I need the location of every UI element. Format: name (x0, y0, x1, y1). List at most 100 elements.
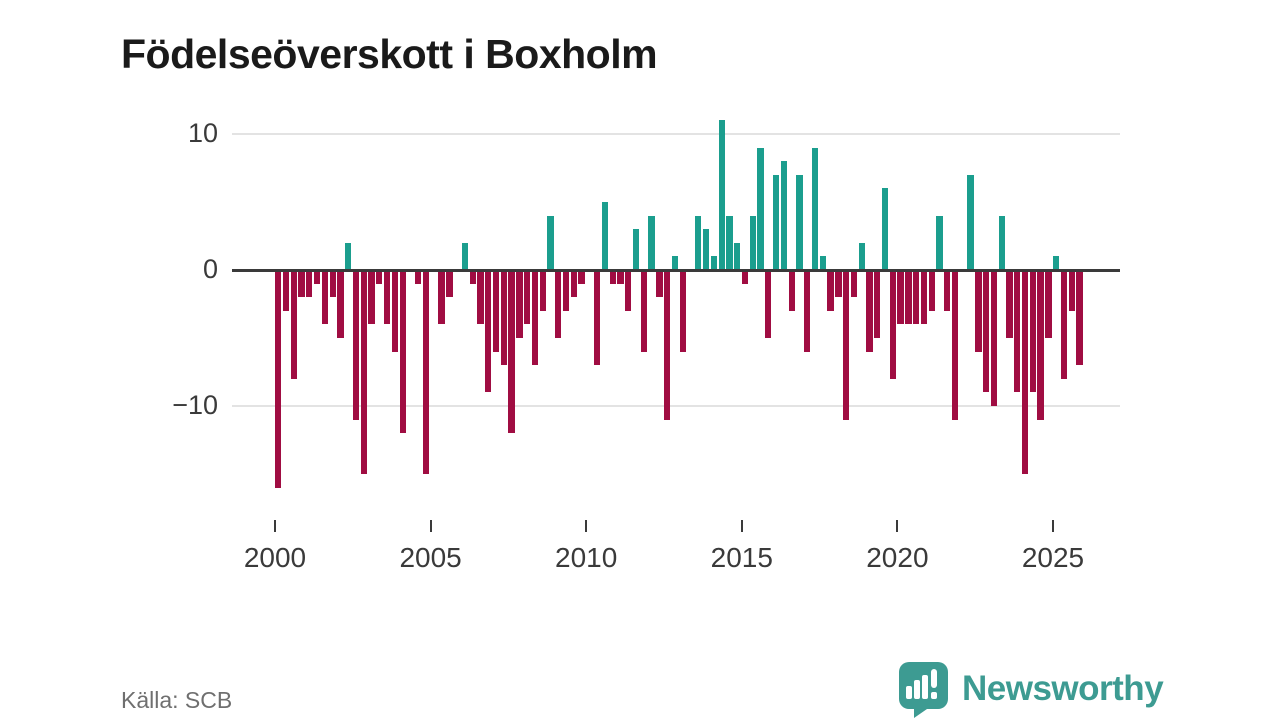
bar-2004-q1 (399, 270, 406, 434)
bar-2015-q2 (749, 215, 756, 270)
bar-2024-q4 (1045, 270, 1052, 338)
bar-2017-q4 (827, 270, 834, 311)
x-axis-zero-line (232, 269, 1120, 272)
bar-2003-q3 (383, 270, 391, 325)
bar-2011-q2 (625, 270, 632, 311)
x-axis-tick-2010 (585, 520, 588, 532)
bar-2023-q4 (1014, 270, 1021, 393)
bar-2014-q3 (726, 215, 733, 270)
y-axis-label-10: 10 (187, 118, 218, 148)
y-axis-label-0: 0 (202, 254, 218, 284)
bar-2015-q4 (765, 270, 772, 338)
bar-2009-q1 (555, 270, 562, 338)
bar-2020-q4 (920, 270, 928, 325)
bar-2000-q3 (290, 270, 297, 379)
bar-2016-q4 (796, 174, 803, 270)
bar-2012-q4 (671, 256, 679, 270)
bar-2020-q2 (905, 270, 912, 325)
bar-2017-q3 (819, 256, 826, 270)
bar-2004-q3 (415, 270, 422, 284)
bar-2011-q4 (640, 270, 648, 352)
bar-2016-q1 (772, 174, 780, 270)
bar-2025-q4 (1076, 270, 1083, 366)
bar-2021-q1 (928, 270, 935, 311)
bar-2002-q2 (345, 242, 352, 270)
bar-2009-q4 (578, 270, 585, 284)
bar-2013-q3 (695, 215, 702, 270)
bar-2009-q3 (570, 270, 577, 298)
bar-2001-q4 (329, 270, 336, 298)
bar-2007-q2 (500, 270, 507, 366)
y-axis-label--10: −10 (172, 390, 218, 420)
bar-2000-q2 (282, 270, 290, 311)
x-axis-tick-2000 (274, 520, 276, 532)
x-axis-label-2025: 2025 (1021, 542, 1085, 573)
bar-2005-q3 (446, 270, 453, 298)
bar-2014-q2 (718, 120, 725, 270)
bar-2008-q3 (539, 270, 546, 311)
bar-2014-q4 (734, 242, 741, 270)
bar-2022-q2 (967, 174, 974, 270)
bar-2021-q2 (936, 215, 943, 270)
bar-2008-q1 (524, 270, 531, 325)
bar-2013-q1 (679, 270, 686, 352)
bar-2008-q4 (547, 215, 554, 270)
bar-2010-q2 (594, 270, 601, 366)
bar-2006-q2 (469, 270, 476, 284)
bar-2019-q3 (881, 188, 889, 270)
x-axis-label-2005: 2005 (399, 542, 462, 573)
bar-2018-q2 (842, 270, 850, 420)
x-axis-label-2010: 2010 (555, 542, 618, 573)
bar-2014-q1 (710, 256, 718, 270)
bar-2003-q4 (391, 270, 399, 352)
bar-2018-q3 (850, 270, 858, 298)
bar-2018-q4 (858, 242, 865, 270)
bar-2002-q4 (360, 270, 367, 474)
bar-2019-q1 (866, 270, 873, 352)
bar-2013-q4 (702, 229, 710, 270)
bar-2024-q3 (1037, 270, 1044, 420)
bar-2023-q2 (998, 215, 1005, 270)
bar-2020-q3 (913, 270, 920, 325)
bar-2023-q3 (1006, 270, 1013, 338)
bar-2021-q4 (951, 270, 959, 420)
bar-2021-q3 (944, 270, 951, 311)
bar-2011-q1 (617, 270, 624, 284)
bar-2007-q3 (508, 270, 515, 434)
x-axis-tick-2005 (429, 520, 432, 532)
bar-2019-q4 (889, 270, 896, 379)
bar-2017-q1 (804, 270, 811, 352)
bar-2024-q1 (1021, 270, 1029, 474)
bar-2007-q1 (492, 270, 500, 352)
bar-2006-q1 (461, 242, 469, 270)
bar-2012-q3 (664, 270, 671, 420)
bar-2022-q4 (983, 270, 990, 393)
chart-title: Födelseöverskott i Boxholm (121, 31, 658, 78)
bar-2008-q2 (531, 270, 539, 366)
bar-2023-q1 (990, 270, 998, 406)
bar-2002-q3 (352, 270, 360, 420)
gridline-y-10 (232, 133, 1120, 135)
bar-2020-q1 (897, 270, 904, 325)
brand-footer: Newsworthy (898, 661, 1164, 718)
bar-2025-q2 (1060, 270, 1068, 379)
bar-2015-q1 (741, 270, 749, 284)
bar-2025-q1 (1053, 256, 1060, 270)
bar-2010-q4 (609, 270, 616, 284)
bar-2025-q3 (1068, 270, 1075, 311)
x-axis-tick-2025 (1052, 520, 1054, 532)
brand-name: Newsworthy (962, 669, 1164, 708)
x-axis-label-2015: 2015 (710, 542, 773, 573)
bar-2004-q4 (422, 270, 430, 474)
x-axis-tick-2020 (896, 520, 899, 532)
bar-2016-q3 (788, 270, 795, 311)
bar-2001-q3 (321, 270, 329, 325)
bar-2012-q1 (648, 215, 655, 270)
bar-2015-q3 (757, 147, 764, 270)
bar-2018-q1 (835, 270, 842, 298)
bar-2011-q3 (632, 229, 640, 270)
bar-2005-q2 (438, 270, 445, 325)
bar-2019-q2 (874, 270, 881, 338)
source-credit: Källa: SCB (121, 687, 233, 713)
